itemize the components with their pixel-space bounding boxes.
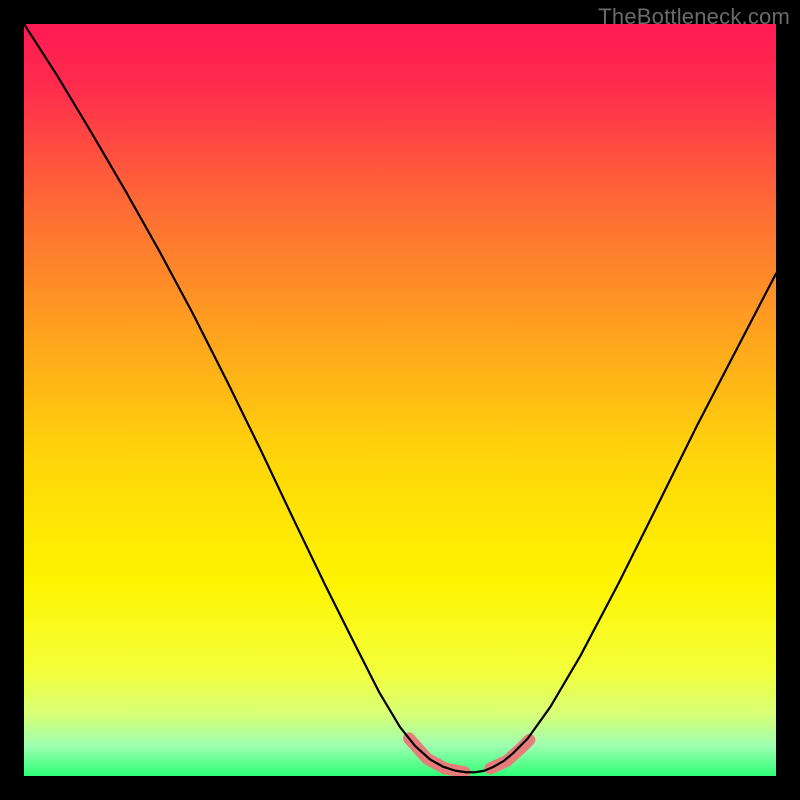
bottleneck-chart: TheBottleneck.com xyxy=(0,0,800,800)
curve-layer xyxy=(24,24,776,776)
plot-area xyxy=(24,24,776,776)
bottleneck-curve xyxy=(24,24,776,772)
